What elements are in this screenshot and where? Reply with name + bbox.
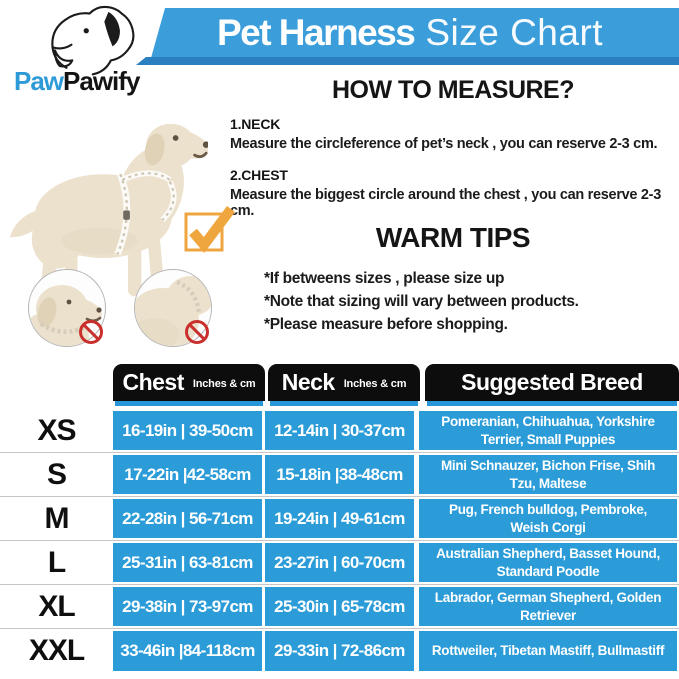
- breed-cell: Labrador, German Shepherd, Golden Retrie…: [434, 589, 662, 623]
- column-header-neck: Neck Inches & cm: [268, 364, 420, 401]
- brand-logo: PawPawify: [6, 2, 166, 97]
- neck-cell: 12-14in | 30-37cm: [274, 420, 405, 440]
- table-row-xs: XS 16-19in | 39-50cm 12-14in | 30-37cm P…: [0, 409, 679, 453]
- breed-cell: Mini Schnauzer, Bichon Frise, Shih Tzu, …: [440, 457, 656, 491]
- column-header-chest: Chest Inches & cm: [113, 364, 265, 401]
- chest-cell: 33-46in |84-118cm: [120, 641, 255, 660]
- neck-cell: 19-24in | 49-61cm: [274, 508, 405, 528]
- column-label: Suggested Breed: [461, 369, 643, 395]
- size-label: L: [47, 545, 66, 579]
- neck-cell: 15-18in |38-48cm: [276, 464, 403, 484]
- prohibition-icon: [185, 320, 209, 344]
- tip-item: *Note that sizing will vary between prod…: [264, 293, 579, 310]
- warm-tips-list: *If betweens sizes , please size up *Not…: [230, 267, 676, 336]
- size-label: XS: [37, 413, 76, 447]
- size-chart-table: Chest Inches & cm Neck Inches & cm Sugge…: [0, 364, 679, 673]
- table-row-m: M 22-28in | 56-71cm 19-24in | 49-61cm Pu…: [0, 497, 679, 541]
- column-sublabel: Inches & cm: [192, 378, 256, 390]
- size-label: XXL: [28, 634, 85, 667]
- table-row-xxl: XXL 33-46in |84-118cm 29-33in | 72-86cm …: [0, 629, 679, 673]
- step-text: Measure the circleference of pet’s neck …: [230, 136, 658, 152]
- neck-closeup-inset: [28, 269, 106, 347]
- warm-tips-section: WARM TIPS *If betweens sizes , please si…: [230, 222, 676, 336]
- measure-step-neck: 1.NECK Measure the circleference of pet’…: [230, 116, 676, 152]
- chest-cell: 17-22in |42-58cm: [124, 464, 251, 484]
- header-banner: Pet Harness Size Chart: [151, 8, 679, 58]
- chest-cell: 16-19in | 39-50cm: [122, 420, 253, 440]
- table-header-row: Chest Inches & cm Neck Inches & cm Sugge…: [0, 364, 679, 401]
- prohibition-icon: [79, 320, 103, 344]
- how-to-measure-heading: HOW TO MEASURE?: [331, 76, 575, 104]
- size-label: M: [44, 501, 70, 535]
- step-text: Measure the biggest circle around the ch…: [230, 187, 661, 219]
- tip-item: *If betweens sizes , please size up: [264, 270, 505, 287]
- table-row-s: S 17-22in |42-58cm 15-18in |38-48cm Mini…: [0, 453, 679, 497]
- table-body: XS 16-19in | 39-50cm 12-14in | 30-37cm P…: [0, 409, 679, 673]
- chest-cell: 25-31in | 63-81cm: [122, 552, 253, 572]
- chest-closeup-inset: [134, 269, 212, 347]
- page-title-bold: Pet Harness: [216, 12, 416, 53]
- size-label: XL: [38, 589, 75, 623]
- step-label: 2.CHEST: [230, 167, 288, 183]
- table-row-l: L 25-31in | 63-81cm 23-27in | 60-70cm Au…: [0, 541, 679, 585]
- dog-logo-icon: [51, 5, 135, 76]
- neck-cell: 25-30in | 65-78cm: [274, 596, 405, 616]
- neck-cell: 29-33in | 72-86cm: [274, 641, 405, 660]
- chest-cell: 22-28in | 56-71cm: [122, 508, 253, 528]
- measure-step-chest: 2.CHEST Measure the biggest circle aroun…: [230, 167, 676, 219]
- brand-name-pawify: Pawify: [63, 66, 140, 96]
- column-sublabel: Inches & cm: [343, 378, 407, 390]
- checkmark-icon: [184, 206, 235, 254]
- breed-cell: Australian Shepherd, Basset Hound, Stand…: [436, 545, 660, 579]
- table-header-spacer: [0, 364, 113, 401]
- warm-tips-heading: WARM TIPS: [375, 222, 531, 253]
- tip-item: *Please measure before shopping.: [264, 316, 508, 333]
- brand-name-paw: Paw: [14, 66, 64, 96]
- dog-photo-illustration: [9, 123, 208, 298]
- breed-cell: Pomeranian, Chihuahua, Yorkshire Terrier…: [441, 413, 655, 447]
- breed-cell: Pug, French bulldog, Pembroke, Weish Cor…: [448, 501, 648, 535]
- size-label: S: [46, 457, 67, 491]
- column-header-breed: Suggested Breed: [425, 364, 679, 401]
- chest-cell: 29-38in | 73-97cm: [122, 596, 253, 616]
- column-label: Neck: [281, 369, 335, 395]
- table-row-xl: XL 29-38in | 73-97cm 25-30in | 65-78cm L…: [0, 585, 679, 629]
- page-title-light: Size Chart: [425, 12, 604, 53]
- breed-cell: Rottweiler, Tibetan Mastiff, Bullmastiff: [431, 643, 665, 659]
- how-to-measure-section: HOW TO MEASURE? 1.NECK Measure the circl…: [230, 76, 676, 219]
- step-label: 1.NECK: [230, 116, 281, 132]
- header-banner-shadow: [136, 57, 679, 65]
- column-label: Chest: [122, 369, 184, 395]
- brand-name: PawPawify: [14, 66, 166, 97]
- neck-cell: 23-27in | 60-70cm: [274, 552, 405, 572]
